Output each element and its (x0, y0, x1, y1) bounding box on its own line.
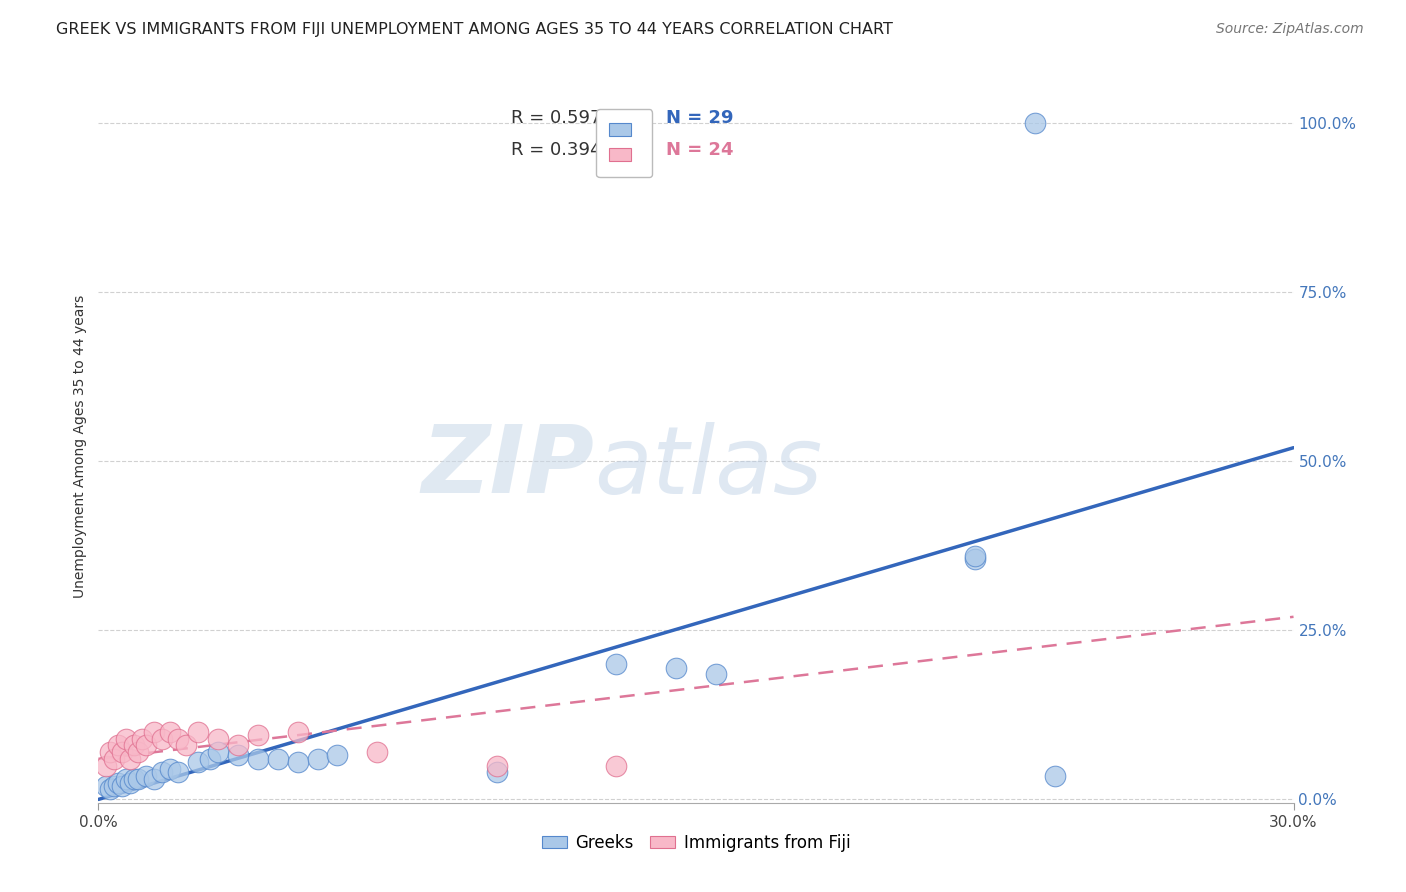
Point (143, 724, 166, 739)
Point (143, 772, 166, 786)
Point (187, 756, 209, 770)
Point (287, 724, 309, 739)
Point (307, 752, 329, 766)
Point (326, 748, 349, 763)
Point (127, 745, 149, 759)
Point (1043, 769, 1066, 783)
Point (485, 765, 508, 780)
Text: N = 24: N = 24 (666, 141, 734, 159)
Point (605, 657, 627, 672)
Point (246, 728, 269, 742)
Text: atlas: atlas (595, 422, 823, 513)
Point (120, 752, 142, 766)
Point (187, 724, 209, 739)
Point (150, 731, 173, 746)
Point (103, 752, 125, 766)
Point (107, 775, 129, 789)
Point (96, 779, 118, 793)
Point (198, 752, 221, 766)
Point (124, 772, 146, 786)
Point (159, 724, 181, 739)
Point (207, 731, 229, 746)
Point (150, 765, 173, 780)
Point (98, 782, 122, 797)
Point (115, 731, 138, 746)
Point (174, 739, 197, 753)
Text: Source: ZipAtlas.com: Source: ZipAtlas.com (1216, 22, 1364, 37)
Point (605, 758, 627, 772)
Legend: Greeks, Immigrants from Fiji: Greeks, Immigrants from Fiji (536, 828, 856, 859)
Point (124, 739, 146, 753)
Point (159, 762, 181, 776)
Text: ZIP: ZIP (422, 421, 595, 514)
Point (167, 731, 190, 746)
Point (963, 552, 986, 566)
Point (1024, 116, 1046, 130)
Point (207, 745, 229, 759)
Text: GREEK VS IMMIGRANTS FROM FIJI UNEMPLOYMENT AMONG AGES 35 TO 44 YEARS CORRELATION: GREEK VS IMMIGRANTS FROM FIJI UNEMPLOYME… (56, 22, 893, 37)
Text: N = 29: N = 29 (666, 109, 734, 127)
Text: R = 0.597: R = 0.597 (510, 109, 602, 127)
Y-axis label: Unemployment Among Ages 35 to 44 years: Unemployment Among Ages 35 to 44 years (73, 294, 87, 598)
Point (704, 667, 727, 681)
Point (366, 745, 388, 759)
Point (485, 758, 508, 772)
Point (103, 779, 125, 793)
Point (287, 756, 309, 770)
Point (115, 772, 138, 786)
Point (135, 739, 157, 753)
Point (127, 772, 149, 786)
Point (226, 748, 249, 763)
Point (111, 745, 134, 759)
Point (135, 769, 157, 783)
Point (131, 731, 153, 746)
Point (111, 779, 134, 793)
Point (167, 765, 190, 780)
Text: R = 0.394: R = 0.394 (510, 141, 602, 159)
Point (963, 549, 986, 563)
Point (107, 739, 129, 753)
Point (96, 758, 118, 772)
Point (226, 739, 249, 753)
Point (267, 752, 290, 766)
Point (665, 660, 688, 674)
Point (246, 752, 269, 766)
Point (120, 775, 142, 789)
Point (98, 745, 122, 759)
